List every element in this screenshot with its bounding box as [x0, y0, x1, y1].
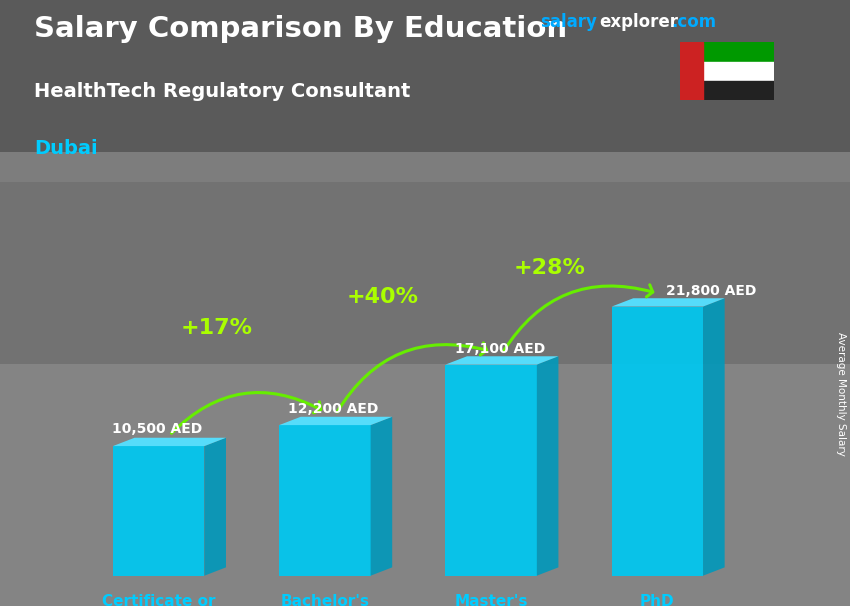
Text: +17%: +17%: [181, 318, 252, 338]
Polygon shape: [279, 425, 371, 576]
Polygon shape: [204, 438, 226, 576]
Text: Average Monthly Salary: Average Monthly Salary: [836, 332, 846, 456]
Polygon shape: [612, 298, 725, 307]
Text: Salary Comparison By Education: Salary Comparison By Education: [34, 15, 567, 43]
Text: 10,500 AED: 10,500 AED: [112, 422, 202, 436]
Polygon shape: [445, 356, 558, 365]
Text: salary: salary: [540, 13, 597, 32]
Text: 12,200 AED: 12,200 AED: [288, 402, 379, 416]
Text: .com: .com: [672, 13, 717, 32]
Polygon shape: [703, 298, 725, 576]
Polygon shape: [445, 365, 537, 576]
Text: +40%: +40%: [347, 287, 419, 307]
Bar: [680, 62, 774, 81]
Text: +28%: +28%: [513, 258, 586, 278]
Polygon shape: [279, 417, 392, 425]
Polygon shape: [113, 446, 204, 576]
Polygon shape: [537, 356, 558, 576]
Polygon shape: [612, 307, 703, 576]
Bar: [680, 81, 774, 100]
Text: Dubai: Dubai: [34, 139, 98, 158]
Text: HealthTech Regulatory Consultant: HealthTech Regulatory Consultant: [34, 82, 411, 101]
Bar: [680, 42, 703, 100]
Text: explorer: explorer: [599, 13, 678, 32]
Text: 21,800 AED: 21,800 AED: [666, 284, 756, 298]
Polygon shape: [371, 417, 392, 576]
Polygon shape: [113, 438, 226, 446]
Bar: [680, 42, 774, 62]
Text: 17,100 AED: 17,100 AED: [455, 342, 545, 356]
